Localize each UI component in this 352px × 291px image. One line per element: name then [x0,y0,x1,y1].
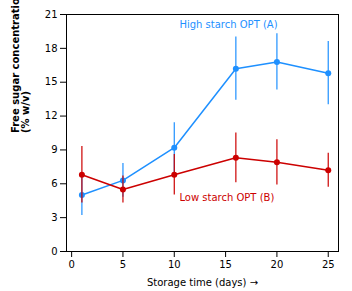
svg-text:25: 25 [322,259,335,270]
svg-text:Low starch OPT (B): Low starch OPT (B) [179,192,274,203]
svg-text:High starch OPT (A): High starch OPT (A) [179,19,277,30]
svg-text:3: 3 [51,212,57,223]
svg-text:21: 21 [45,9,58,20]
svg-text:10: 10 [168,259,181,270]
svg-text:12: 12 [45,110,58,121]
svg-text:15: 15 [219,259,232,270]
svg-text:20: 20 [271,259,284,270]
svg-text:9: 9 [51,144,57,155]
svg-text:5: 5 [120,259,126,270]
svg-text:15: 15 [45,76,58,87]
svg-text:Free sugar concentration(% w/v: Free sugar concentration(% w/v) [10,0,31,133]
svg-text:0: 0 [68,259,74,270]
svg-text:6: 6 [51,178,57,189]
svg-text:0: 0 [51,246,57,257]
svg-text:18: 18 [45,43,58,54]
svg-text:Storage time (days) →: Storage time (days) → [147,277,258,288]
